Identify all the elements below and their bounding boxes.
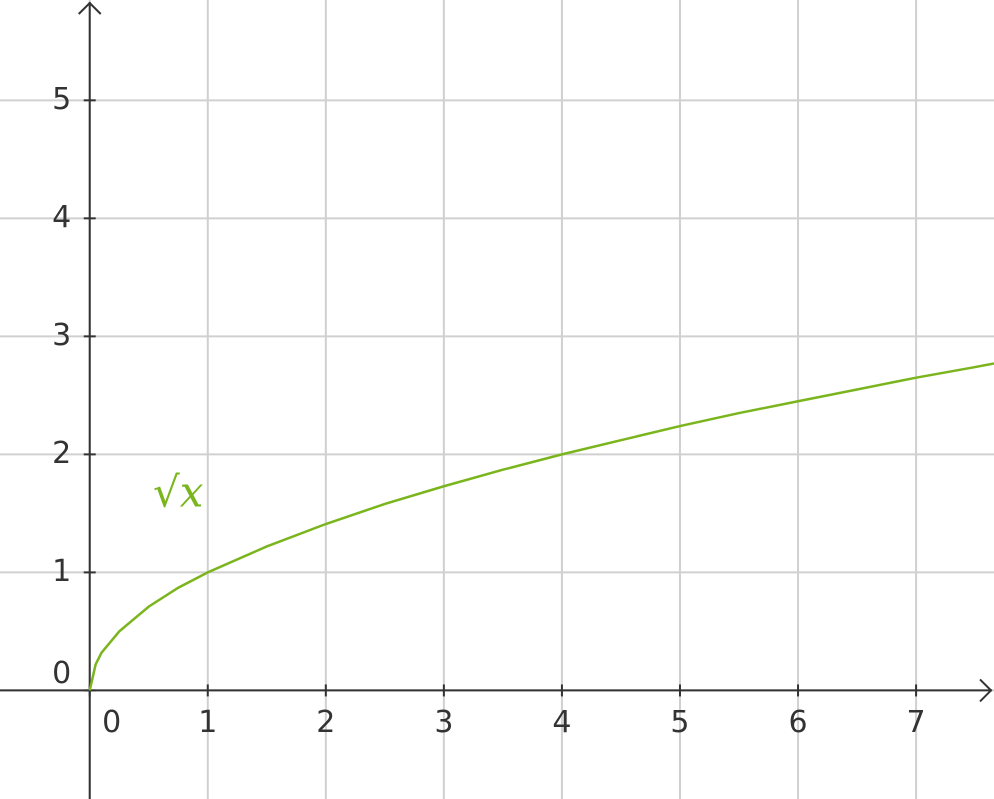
x-tick-label: 4 <box>552 705 571 740</box>
x-tick-label: 0 <box>102 705 121 740</box>
x-tick-label: 5 <box>670 705 689 740</box>
x-axis-arrow <box>979 678 993 703</box>
y-tick-label: 3 <box>52 318 71 353</box>
y-tick-label: 0 <box>52 656 71 691</box>
y-tick-label: 4 <box>52 200 71 235</box>
y-axis-arrow <box>78 1 102 15</box>
y-tick-label: 2 <box>52 436 71 471</box>
curve <box>88 362 994 691</box>
x-tick-label: 6 <box>788 705 807 740</box>
x-tick-label: 3 <box>434 705 453 740</box>
curve-label: √x <box>153 468 204 517</box>
x-tick-label: 2 <box>316 705 335 740</box>
x-tick-label: 7 <box>907 705 926 740</box>
plot: √x <box>88 362 994 691</box>
y-tick-label: 1 <box>52 554 71 589</box>
y-tick-label: 5 <box>52 82 71 117</box>
x-tick-label: 1 <box>198 705 217 740</box>
